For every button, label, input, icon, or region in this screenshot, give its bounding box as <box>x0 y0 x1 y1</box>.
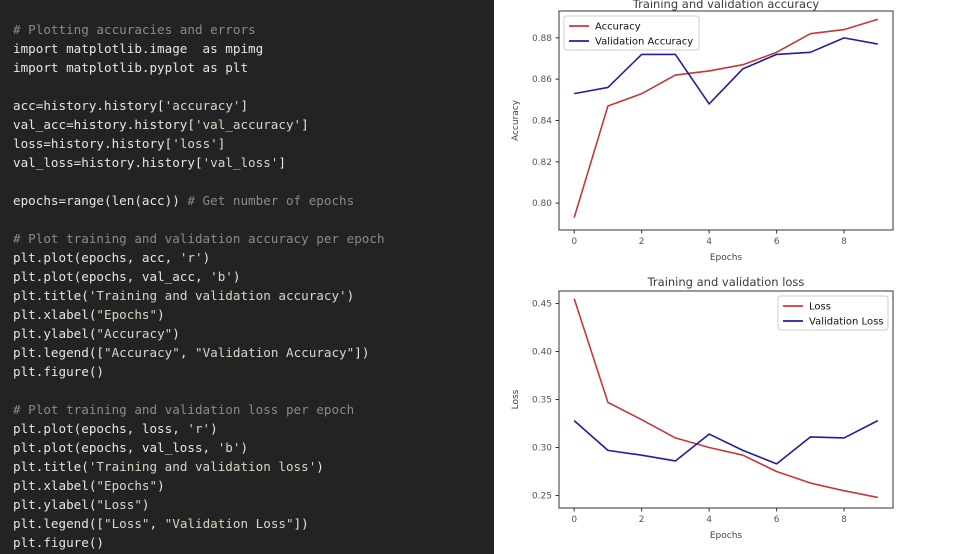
series-line-validation <box>574 37 878 105</box>
code-line: plt.xlabel("Epochs") <box>13 478 165 493</box>
chart-2: Training and validation loss 0 2 4 6 8 0.25 0.3… <box>511 275 894 541</box>
y-tick-label: 0.82 <box>532 158 552 168</box>
code-line <box>13 210 385 229</box>
code-line: loss=history.history['loss'] <box>13 136 226 151</box>
x-axis-label: Epochs <box>710 253 743 263</box>
code-line: plt.plot(epochs, val_acc, 'b') <box>13 269 241 284</box>
series-line-train <box>573 18 879 218</box>
plot-output: Training and validation accuracy 0 2 4 6 8 0.8… <box>494 0 962 554</box>
code-line: val_acc=history.history['val_accuracy'] <box>13 117 309 132</box>
series-line-validation <box>573 419 879 465</box>
code-line: plt.legend(["Loss", "Validation Loss"]) <box>13 516 309 531</box>
legend: Loss Validation Loss <box>777 295 889 331</box>
code-line: plt.figure() <box>13 535 104 550</box>
y-tick-label: 0.45 <box>532 299 552 309</box>
x-tick-label: 4 <box>706 237 712 247</box>
y-tick-label: 0.80 <box>532 199 552 209</box>
x-tick-label: 0 <box>571 515 577 525</box>
x-tick-label: 6 <box>774 237 780 247</box>
chart-title: Training and validation loss <box>647 275 805 289</box>
legend-box <box>777 295 889 331</box>
chart-1: Training and validation accuracy 0 2 4 6 8 0.8… <box>511 0 894 263</box>
code-line: plt.figure() <box>13 364 104 379</box>
y-axis-label: Accuracy <box>511 99 521 141</box>
output-panel: Training and validation accuracy 0 2 4 6 8 0.8… <box>494 0 962 554</box>
x-tick-label: 2 <box>639 515 645 525</box>
code-line: acc=history.history['accuracy'] <box>13 98 249 113</box>
series-line-train <box>573 298 878 499</box>
legend: Accuracy Validation Accuracy <box>563 15 700 51</box>
x-tick-label: 4 <box>706 515 712 525</box>
code-line <box>13 77 385 96</box>
code-line: plt.title('Training and validation loss'… <box>13 459 324 474</box>
x-axis-label: Epochs <box>710 531 743 541</box>
code-line: epochs=range(len(acc)) # Get number of e… <box>13 193 355 208</box>
x-tick-label: 0 <box>571 237 577 247</box>
y-axis-label: Loss <box>511 389 521 409</box>
legend-box <box>563 15 700 51</box>
code-line: plt.legend(["Accuracy", "Validation Accu… <box>13 345 370 360</box>
legend-entry: Loss <box>809 302 831 313</box>
legend-entry: Validation Accuracy <box>595 37 693 48</box>
code-line: import matplotlib.pyplot as plt <box>13 60 249 75</box>
y-tick-label: 0.35 <box>532 396 552 406</box>
code-cell[interactable]: # Plotting accuracies and errors import m… <box>0 0 494 554</box>
x-tick-label: 8 <box>841 515 847 525</box>
code-line: import matplotlib.image as mpimg <box>13 41 264 56</box>
code-line: # Plot training and validation loss per … <box>13 402 355 417</box>
code-line: plt.title('Training and validation accur… <box>13 288 355 303</box>
code-line: plt.ylabel("Loss") <box>13 497 150 512</box>
y-tick-label: 0.40 <box>532 347 552 357</box>
code-line: # Plot training and validation accuracy … <box>13 231 385 246</box>
chart-title: Training and validation accuracy <box>632 0 820 11</box>
y-tick-label: 0.84 <box>532 117 552 127</box>
code-line: plt.plot(epochs, acc, 'r') <box>13 250 211 265</box>
y-tick-label: 0.88 <box>532 34 552 44</box>
code-line <box>13 172 385 191</box>
y-tick-label: 0.25 <box>532 492 552 502</box>
y-tick-label: 0.86 <box>532 75 552 85</box>
code-line: val_loss=history.history['val_loss'] <box>13 155 286 170</box>
x-tick-label: 8 <box>841 237 847 247</box>
legend-entry: Validation Loss <box>809 317 884 328</box>
code-line <box>13 381 385 400</box>
code-line: plt.xlabel("Epochs") <box>13 307 165 322</box>
y-tick-label: 0.30 <box>532 444 552 454</box>
x-tick-label: 2 <box>639 237 645 247</box>
legend-entry: Accuracy <box>595 22 641 33</box>
code-line: plt.plot(epochs, val_loss, 'b') <box>13 440 249 455</box>
code-line: plt.plot(epochs, loss, 'r') <box>13 421 218 436</box>
x-tick-label: 6 <box>774 515 780 525</box>
code-editor[interactable]: # Plotting accuracies and errors import m… <box>13 20 385 552</box>
code-line: # Plotting accuracies and errors <box>13 22 256 37</box>
code-line: plt.ylabel("Accuracy") <box>13 326 180 341</box>
